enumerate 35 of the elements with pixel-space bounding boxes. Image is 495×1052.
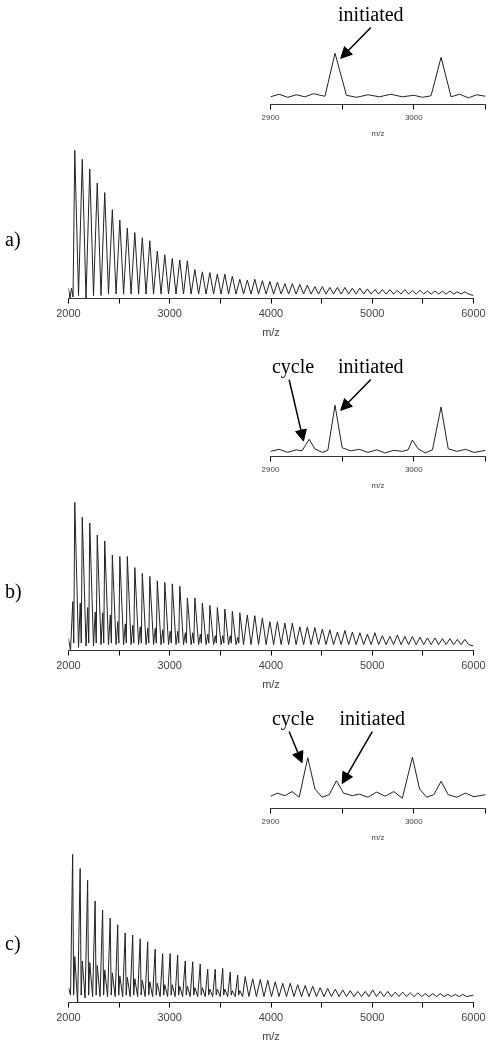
- x-tick-label: 2000: [56, 306, 81, 319]
- annotation: cycle: [271, 355, 315, 379]
- x-tick-label: 4000: [258, 1010, 284, 1023]
- x-tick-label: 6000: [461, 306, 486, 319]
- x-tick-label: 2900: [261, 816, 280, 826]
- x-tick-label: 3000: [404, 464, 424, 474]
- x-tick-label: 3000: [157, 306, 182, 319]
- x-tick-label: 5000: [360, 1010, 385, 1023]
- x-tick-label: 2900: [261, 464, 280, 474]
- x-tick-label: 2000: [56, 1010, 81, 1023]
- x-tick-label: 3000: [157, 658, 182, 671]
- x-tick-label: 4000: [258, 658, 284, 671]
- text: c): [5, 931, 21, 956]
- x-axis-title: m/z: [371, 128, 385, 138]
- annotation: cycle: [271, 707, 315, 731]
- x-tick-label: 2000: [56, 658, 81, 671]
- x-tick-label: 3000: [404, 112, 424, 122]
- x-axis-title: m/z: [371, 832, 385, 842]
- x-tick-label: 2900: [261, 112, 280, 122]
- x-axis-title: m/z: [262, 1029, 280, 1042]
- x-axis-title: m/z: [262, 325, 280, 338]
- x-tick-label: 6000: [461, 658, 486, 671]
- x-tick-label: 3000: [404, 816, 424, 826]
- annotation: initiated: [338, 355, 404, 378]
- x-axis-title: m/z: [371, 480, 385, 490]
- x-tick-label: 3000: [157, 1010, 182, 1023]
- annotation: initiated: [339, 707, 406, 730]
- x-tick-label: 5000: [360, 306, 385, 319]
- x-axis-title: m/z: [262, 677, 280, 690]
- x-tick-label: 5000: [360, 658, 385, 671]
- x-tick-label: 6000: [461, 1010, 486, 1023]
- x-tick-label: 4000: [258, 306, 284, 319]
- text: b): [5, 579, 22, 604]
- text: a): [5, 227, 21, 252]
- annotation: initiated: [338, 3, 404, 26]
